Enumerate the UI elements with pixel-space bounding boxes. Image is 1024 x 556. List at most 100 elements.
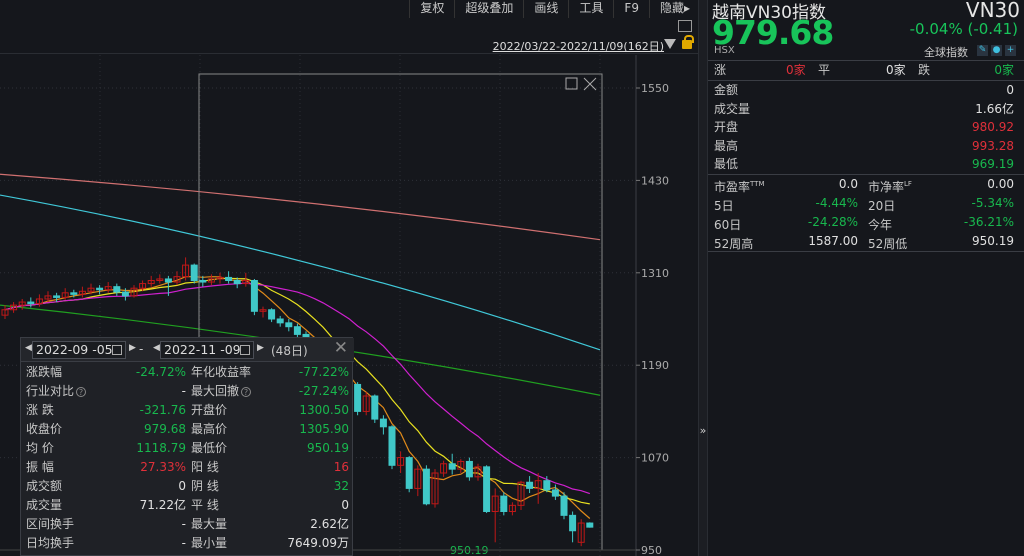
popout-icon[interactable] — [678, 20, 692, 32]
candle-body — [508, 504, 516, 512]
alert-bell-icon[interactable]: ● — [991, 45, 1002, 56]
candle-body — [225, 276, 233, 281]
candle-body — [276, 318, 284, 324]
stat-label: 金额 — [714, 83, 739, 97]
dropdown-triangle-icon[interactable] — [664, 39, 676, 49]
candle-body — [139, 283, 147, 289]
stat-value: -24.72% — [135, 365, 186, 379]
stat-value: 71.22亿 — [139, 498, 186, 512]
moving-average-line — [4, 282, 590, 495]
restore-rights-button[interactable]: 复权 — [409, 0, 454, 18]
moving-average-line — [0, 194, 601, 351]
up-count: 0家 — [786, 63, 806, 77]
tools-button[interactable]: 工具 — [568, 0, 613, 18]
candle-body — [104, 286, 112, 291]
y-tick-label: 1430 — [641, 174, 669, 187]
hide-button[interactable]: 隐藏▸ — [648, 0, 700, 18]
candle-body — [569, 514, 577, 532]
candle-body — [233, 280, 241, 285]
candle-body — [96, 287, 104, 291]
next-start-arrow[interactable]: ▶ — [129, 343, 136, 353]
stat-label: 60日 — [714, 218, 742, 232]
stat-label: 最小量 — [191, 536, 228, 550]
draw-line-button[interactable]: 画线 — [523, 0, 568, 18]
edit-icon[interactable]: ✎ — [977, 45, 988, 56]
close-icon[interactable]: ✕ — [333, 338, 348, 358]
date-range-selector[interactable]: 2022/03/22-2022/11/09(162日) — [492, 40, 664, 53]
candle-body — [543, 480, 551, 491]
stat-value: 1118.79 — [136, 441, 186, 455]
help-icon: ? — [76, 387, 87, 397]
day-count: (48日) — [271, 344, 308, 358]
stat-value: - — [181, 536, 186, 550]
candle-body — [164, 278, 172, 283]
stat-label: 收盘价 — [26, 422, 63, 436]
stat-value: 1300.50 — [299, 403, 349, 417]
help-icon: ? — [241, 387, 252, 397]
stat-label: 振 幅 — [26, 460, 54, 474]
popup-stat-row: 振 幅 27.33% 阳 线 16 — [21, 458, 354, 477]
next-end-arrow[interactable]: ▶ — [257, 343, 264, 353]
stat-label: 涨 跌 — [26, 403, 54, 417]
end-date-input[interactable]: 2022-11 -09 — [160, 341, 254, 359]
stat-label: 均 价 — [26, 441, 54, 455]
index-name: 越南VN30指数 — [712, 3, 826, 23]
add-icon[interactable]: + — [1005, 45, 1016, 56]
candle-body — [147, 280, 155, 285]
stat-row: 5日 -4.44% 20日 -5.34% — [708, 194, 1024, 213]
stat-row: 市盈率TTM 0.0 市净率LF 0.00 — [708, 175, 1024, 194]
super-overlay-button[interactable]: 超级叠加 — [454, 0, 523, 18]
start-date-input[interactable]: 2022-09 -05 — [32, 341, 126, 359]
candle-body — [70, 292, 78, 295]
candle-body — [285, 322, 293, 328]
stat-label: 20日 — [868, 199, 896, 213]
stat-row: 最低 969.19 — [708, 155, 1024, 174]
candle-body — [483, 466, 491, 512]
moving-average-line — [0, 173, 601, 241]
chart-toolbar: 复权 超级叠加 画线 工具 F9 隐藏▸ — [0, 0, 700, 18]
stat-label: 5日 — [714, 199, 734, 213]
stat-value: 16 — [333, 460, 349, 474]
stat-row: 成交量 1.66亿 — [708, 100, 1024, 119]
candle-body — [397, 457, 405, 466]
candle-body — [577, 522, 585, 543]
stat-label: 最大量 — [191, 517, 228, 531]
candle-body — [440, 463, 448, 474]
calendar-icon[interactable] — [240, 345, 250, 355]
stat-value: -4.44% — [815, 196, 858, 210]
stat-label: 最大回撤? — [191, 382, 252, 401]
lock-icon[interactable] — [682, 35, 694, 49]
stat-label: 今年 — [868, 218, 893, 232]
candle-body — [190, 264, 198, 282]
stat-label: 平 线 — [191, 498, 219, 512]
stat-row: 开盘 980.92 — [708, 118, 1024, 137]
stat-value: 0 — [341, 498, 349, 512]
stat-value: -5.34% — [971, 196, 1014, 210]
stat-row: 60日 -24.28% 今年 -36.21% — [708, 213, 1024, 232]
f9-button[interactable]: F9 — [613, 0, 649, 18]
stat-value: 0.0 — [838, 177, 858, 191]
prev-end-arrow[interactable]: ◀ — [153, 343, 160, 353]
global-index-label[interactable]: 全球指数 — [924, 46, 968, 59]
candle-body — [491, 495, 499, 513]
stat-value: -24.28% — [807, 215, 858, 229]
last-price: 979.68 — [712, 13, 834, 52]
candle-body — [560, 495, 568, 516]
stat-value: 1587.00 — [808, 234, 858, 248]
stat-value: 980.92 — [972, 120, 1014, 134]
stat-label: 阴 线 — [191, 479, 219, 493]
candle-body — [448, 463, 456, 470]
candle-body — [61, 292, 69, 298]
candle-body — [44, 295, 52, 300]
popup-stat-row: 涨 跌 -321.76 开盘价 1300.50 — [21, 401, 354, 420]
flat-count: 0家 — [886, 63, 906, 77]
candle-body — [586, 522, 594, 528]
calendar-icon[interactable] — [112, 345, 122, 355]
moving-average-line — [4, 276, 591, 519]
prev-start-arrow[interactable]: ◀ — [25, 343, 32, 353]
expand-icon[interactable]: » — [699, 424, 707, 437]
stat-value: - — [181, 517, 186, 531]
candle-body — [121, 291, 129, 297]
panel-divider[interactable] — [698, 0, 708, 556]
candle-body — [87, 287, 95, 292]
